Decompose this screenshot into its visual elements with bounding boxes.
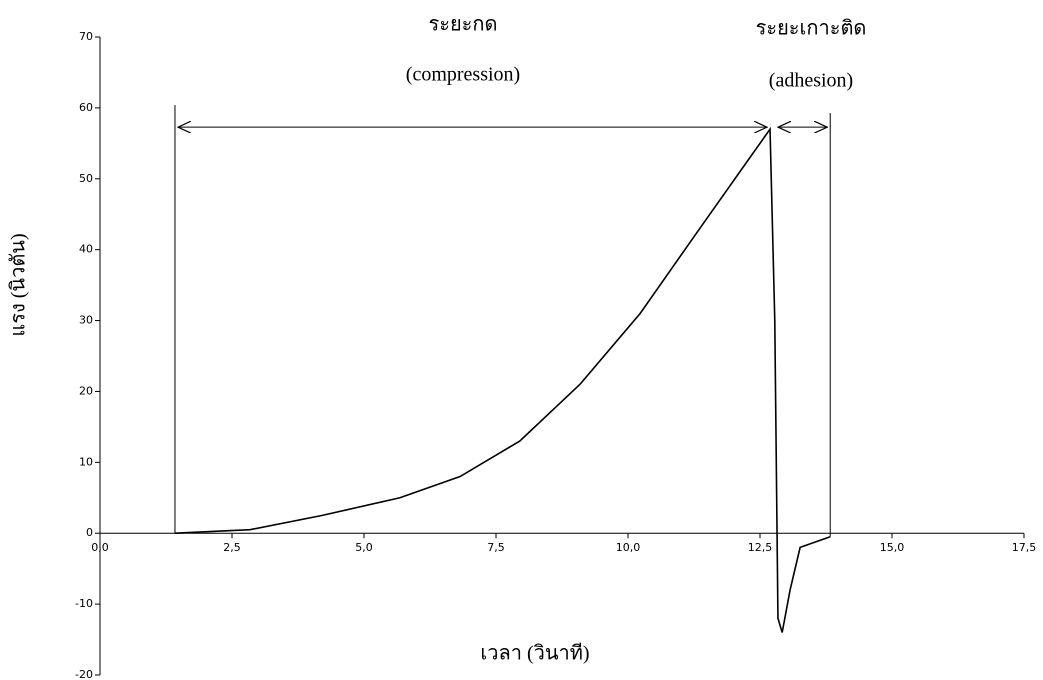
annotation: (compression)	[406, 64, 520, 86]
x-tick-label: 2,5	[223, 541, 241, 554]
x-tick-label: 10,0	[616, 541, 641, 554]
y-tick-label: 30	[79, 314, 93, 327]
annotation: (adhesion)	[769, 70, 853, 92]
y-axis-label: แรง (นิวตัน)	[8, 233, 30, 336]
x-axis-label: เวลา (วินาที)	[480, 643, 589, 665]
x-tick-label: 15,0	[880, 541, 905, 554]
y-tick-label: 10	[79, 455, 93, 468]
data-line	[175, 129, 830, 632]
y-tick-label: -20	[75, 668, 93, 680]
annotation: ระยะเกาะติด	[756, 18, 867, 40]
y-tick-label: 40	[79, 243, 93, 256]
y-tick-label: 70	[79, 30, 93, 43]
x-tick-label: 17,5	[1012, 541, 1037, 554]
y-tick-label: -10	[75, 597, 93, 610]
y-tick-label: 0	[86, 526, 93, 539]
y-tick-label: 50	[79, 172, 93, 185]
chart: ระยะกด (compression) ระยะเกาะติด (adhesi…	[0, 0, 1043, 680]
annotation: ระยะกด	[428, 14, 497, 36]
x-tick-label: 7,5	[487, 541, 505, 554]
y-tick-label: 20	[79, 384, 93, 397]
x-tick-label: 5,0	[355, 541, 373, 554]
x-tick-label: 12,5	[748, 541, 773, 554]
x-tick-label: 0,0	[91, 541, 109, 554]
y-tick-label: 60	[79, 101, 93, 114]
